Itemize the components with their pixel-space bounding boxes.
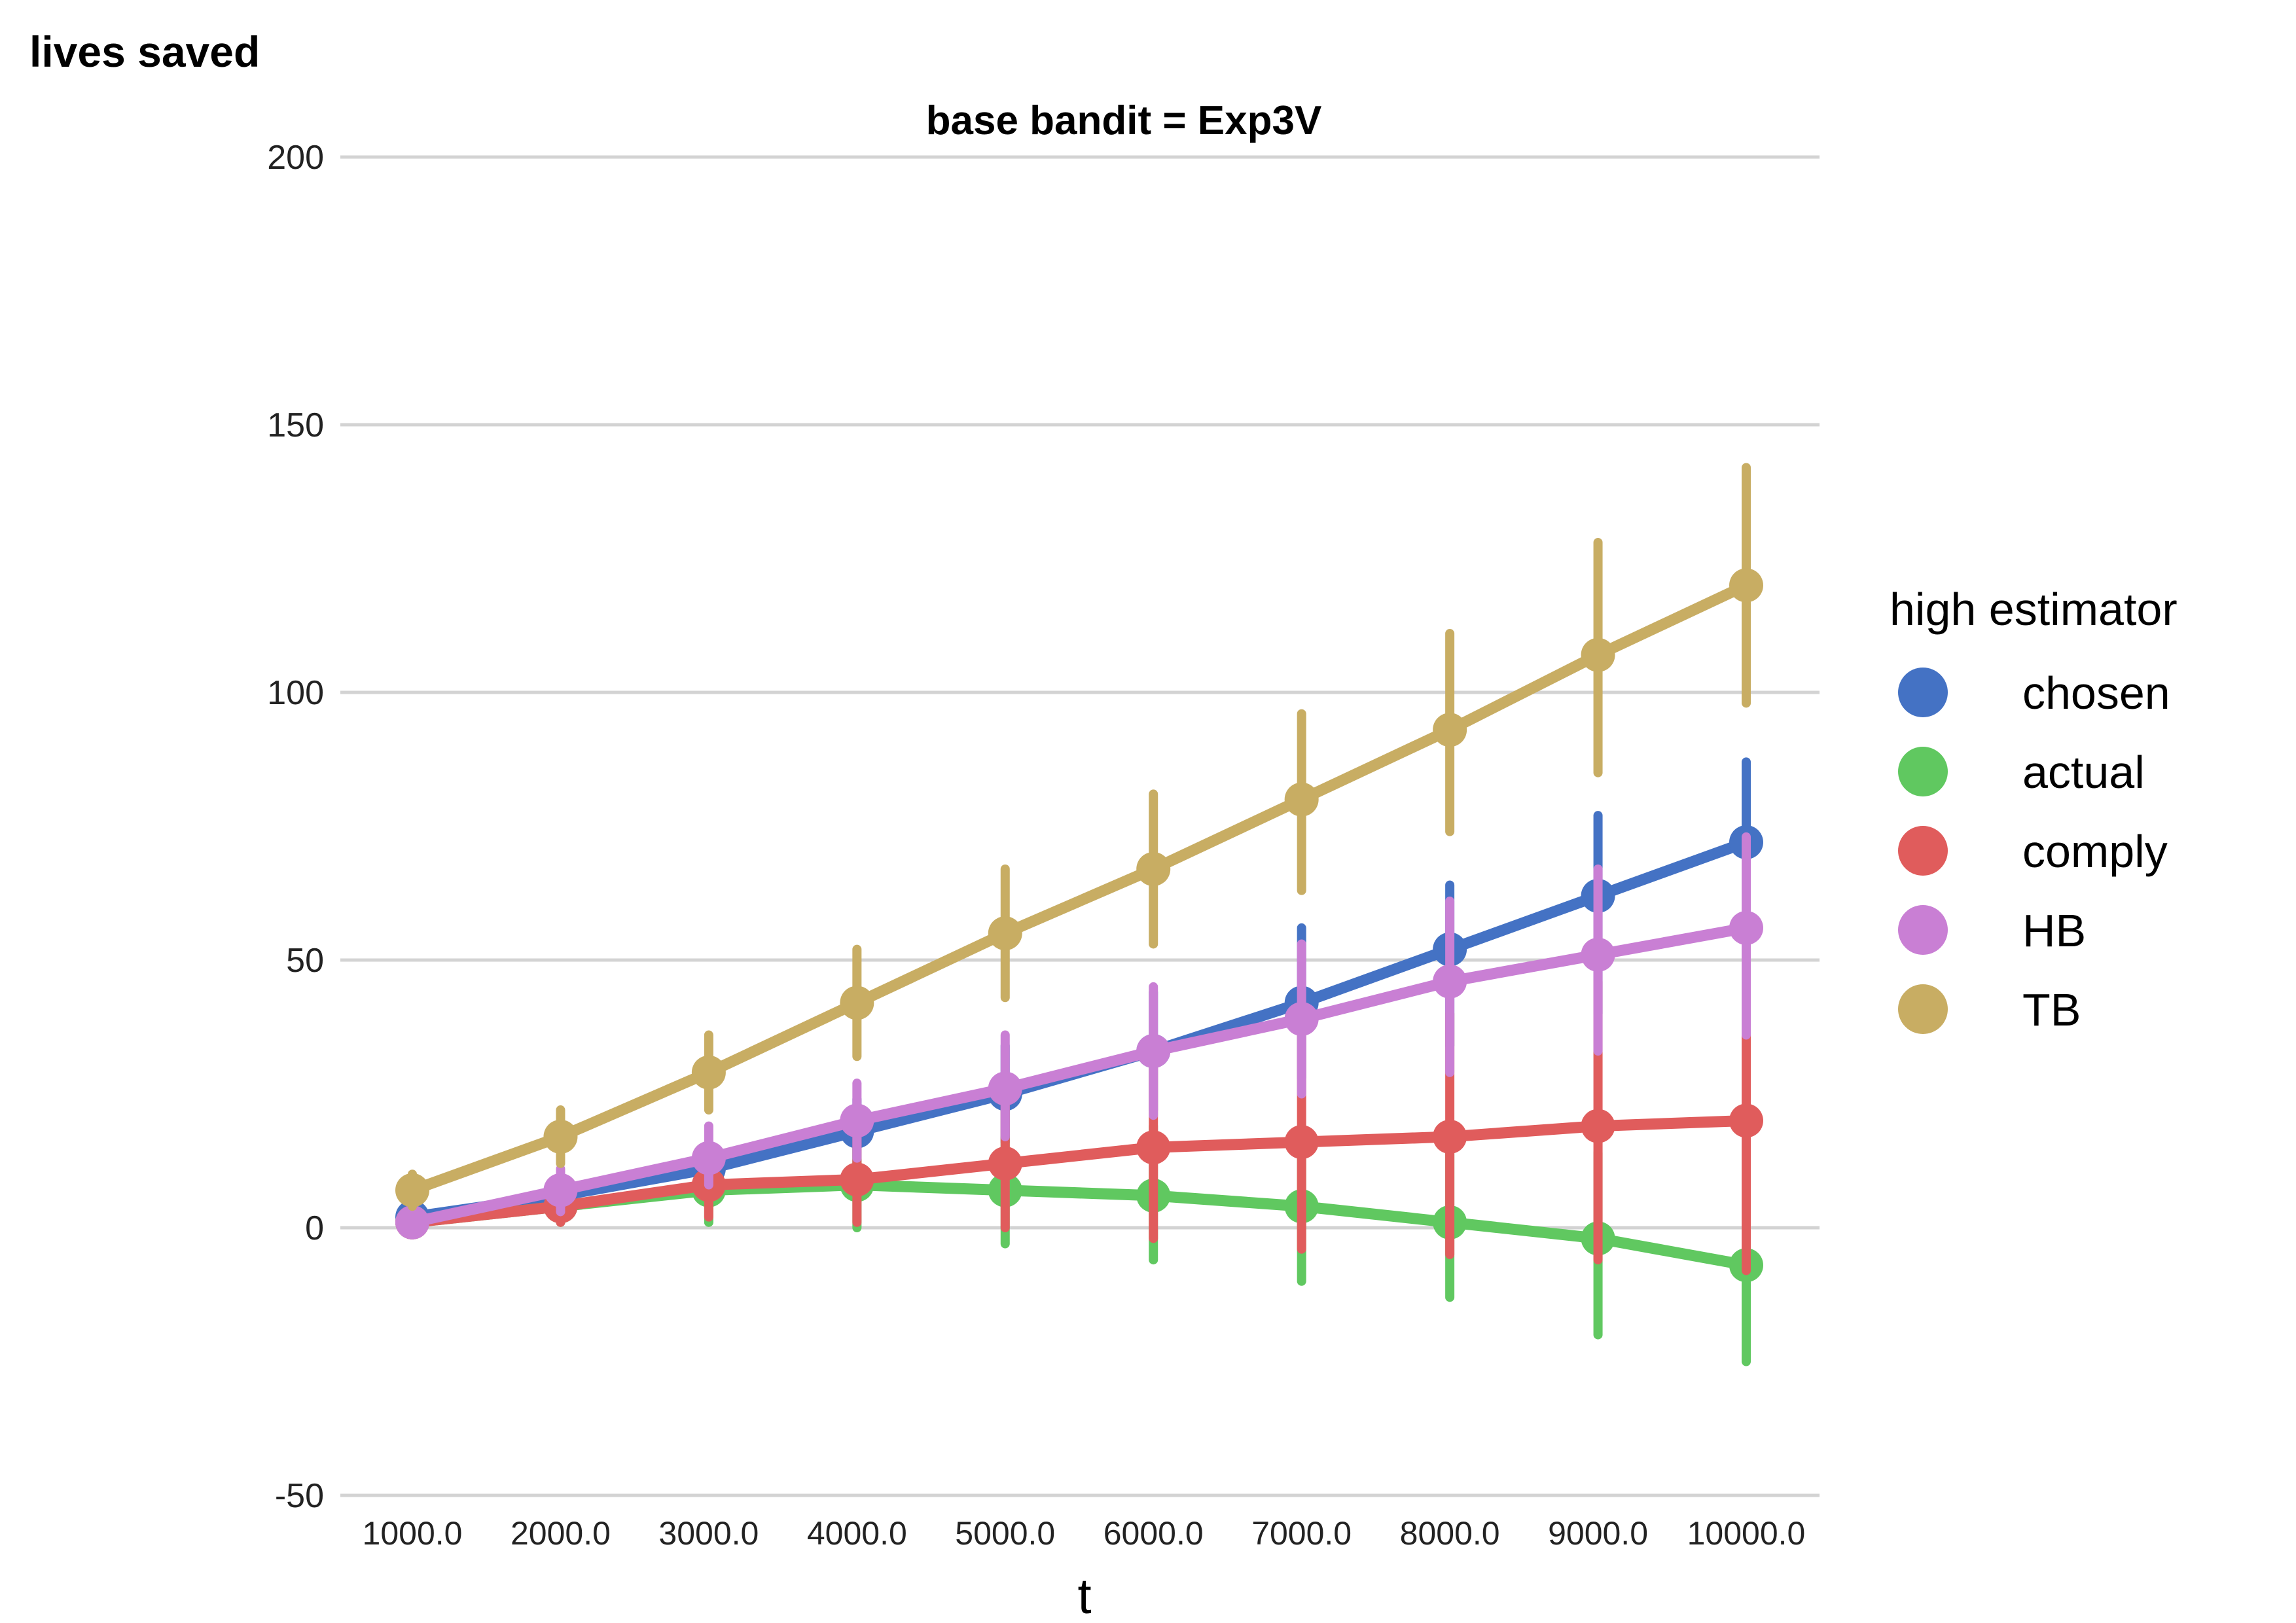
legend-label: actual (2022, 747, 2145, 798)
legend: high estimator chosen actual comply HB TB (1890, 584, 2178, 1035)
x-tick-label: 2000.0 (511, 1515, 611, 1552)
legend-item: actual (1898, 747, 2145, 798)
data-point (1136, 1034, 1171, 1069)
legend-item: HB (1898, 905, 2086, 956)
gridlines (340, 155, 1820, 1497)
x-tick-label: 9000.0 (1548, 1515, 1648, 1552)
x-tick-label: 3000.0 (658, 1515, 759, 1552)
series-HB (395, 832, 1763, 1240)
x-tick-label: 7000.0 (1251, 1515, 1352, 1552)
x-tick-label: 5000.0 (955, 1515, 1055, 1552)
legend-item: TB (1898, 984, 2081, 1035)
y-tick-label: 150 (267, 406, 324, 444)
y-tick-label: 0 (305, 1209, 324, 1247)
data-point (1433, 1119, 1467, 1154)
data-point (691, 1141, 726, 1175)
chart-title: base bandit = Exp3V (926, 98, 1322, 143)
x-tick-label: 1000.0 (363, 1515, 463, 1552)
data-point (988, 916, 1022, 951)
data-point (543, 1173, 578, 1207)
data-point (840, 1103, 874, 1138)
y-tick-label: 200 (267, 139, 324, 177)
data-point (395, 1205, 429, 1240)
data-point (543, 1119, 578, 1154)
y-axis-label: lives saved (29, 27, 260, 76)
data-point (1581, 637, 1615, 672)
data-point (1136, 851, 1171, 886)
data-point (1284, 782, 1319, 817)
x-tick-label: 6000.0 (1103, 1515, 1204, 1552)
legend-item: comply (1898, 826, 2168, 877)
x-tick-labels: 1000.0 2000.0 3000.0 4000.0 5000.0 6000.0 7000… (363, 1515, 1806, 1552)
legend-title: high estimator (1890, 584, 2178, 635)
legend-label: HB (2022, 905, 2086, 956)
data-point (1433, 964, 1467, 999)
series-comply (395, 944, 1763, 1275)
series-actual (395, 1121, 1763, 1366)
data-point (1581, 1109, 1615, 1143)
data-point (1284, 1001, 1319, 1036)
legend-label: comply (2022, 826, 2168, 877)
y-tick-label: 50 (286, 942, 324, 980)
legend-swatch (1898, 984, 1948, 1034)
legend-swatch (1898, 747, 1948, 796)
data-point (1581, 937, 1615, 972)
legend-item: chosen (1898, 668, 2170, 719)
series-chosen (395, 757, 1763, 1234)
data-point (1729, 568, 1763, 603)
series-TB (395, 463, 1763, 1211)
data-point (1284, 1125, 1319, 1160)
data-point (1433, 713, 1467, 747)
series-line (411, 922, 1748, 1228)
data-point (988, 1071, 1022, 1106)
legend-swatch (1898, 826, 1948, 876)
legend-label: chosen (2022, 668, 2170, 719)
y-tick-label: -50 (275, 1477, 324, 1515)
legend-swatch (1898, 905, 1948, 955)
data-point (988, 1146, 1022, 1181)
series-layer (395, 463, 1763, 1366)
data-point (1729, 1103, 1763, 1138)
series-line (410, 580, 1749, 1196)
x-tick-label: 4000.0 (807, 1515, 907, 1552)
data-point (840, 986, 874, 1020)
data-point (395, 1173, 429, 1207)
y-tick-label: 100 (267, 674, 324, 712)
data-point (691, 1055, 726, 1090)
legend-swatch (1898, 668, 1948, 717)
x-tick-label: 10000.0 (1687, 1515, 1806, 1552)
series-line (412, 1115, 1747, 1228)
legend-label: TB (2022, 984, 2081, 1035)
data-point (840, 1162, 874, 1197)
x-axis-label: t (1077, 1569, 1091, 1623)
data-point (1729, 910, 1763, 945)
data-point (1136, 1130, 1171, 1165)
y-tick-labels: 200 150 100 50 0 -50 (267, 139, 324, 1515)
x-tick-label: 8000.0 (1400, 1515, 1500, 1552)
